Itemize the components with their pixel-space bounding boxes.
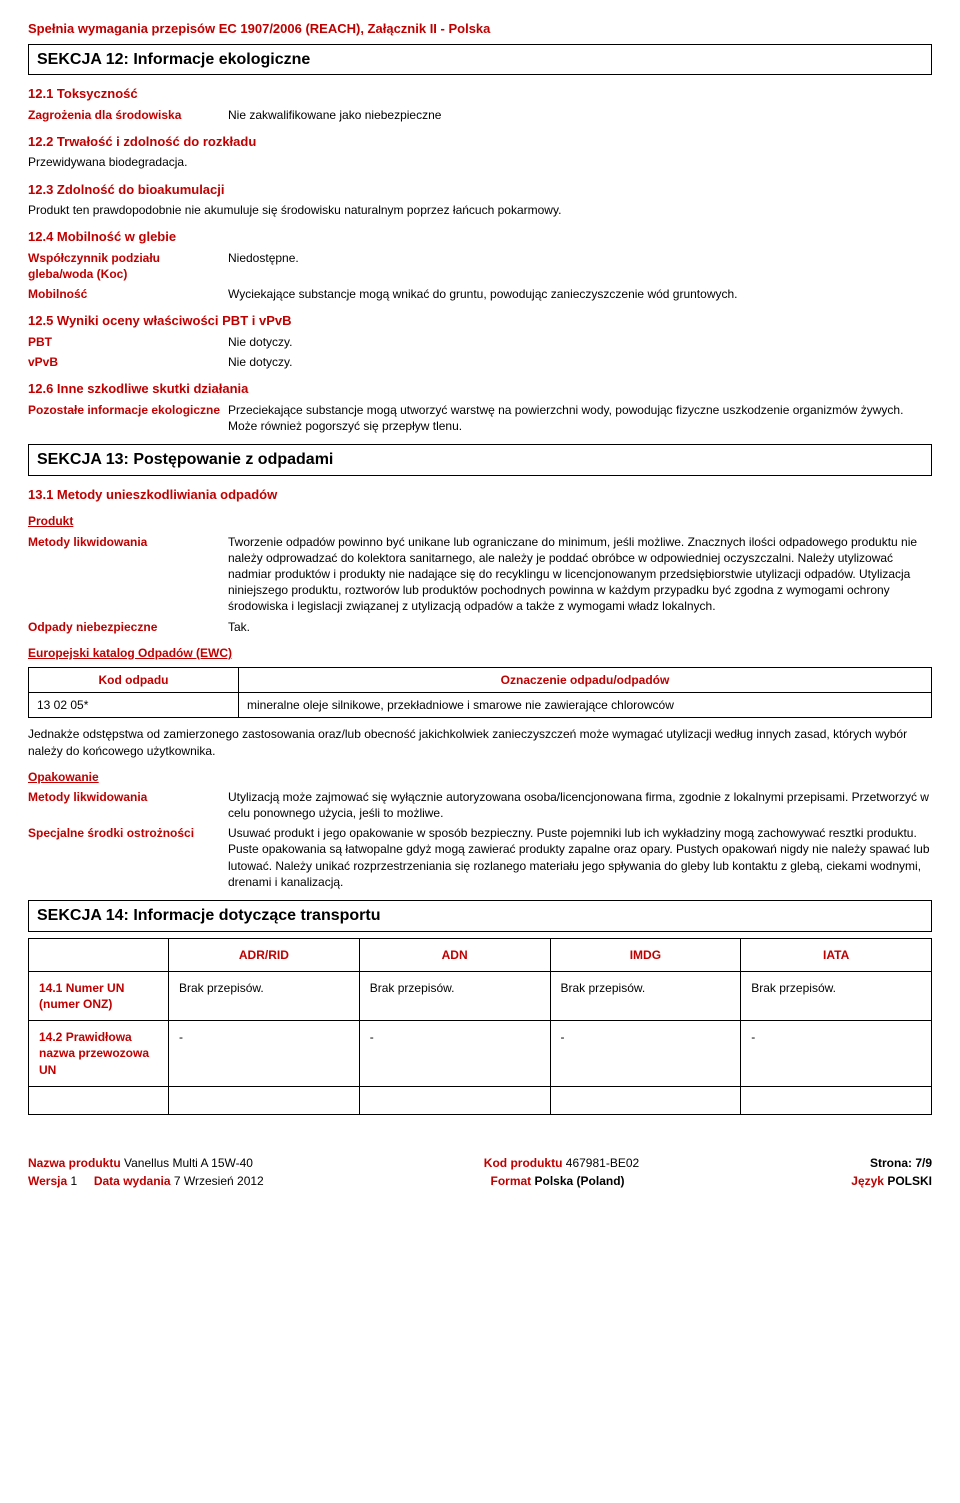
pack-disposal-label: Metody likwidowania [28,789,228,821]
env-hazard-value: Nie zakwalifikowane jako niebezpieczne [228,107,932,123]
ewc-table: Kod odpadu Oznaczenie odpadu/odpadów 13 … [28,667,932,718]
footer-format-label: Format [490,1174,531,1188]
packaging-subheader: Opakowanie [28,769,932,785]
transport-row-name: 14.2 Prawidłowa nazwa przewozowa UN - - … [29,1021,932,1087]
ewc-note: Jednakże odstępstwa od zamierzonego zast… [28,726,932,758]
bioacc-value: Produkt ten prawdopodobnie nie akumuluje… [28,202,932,218]
section-13-header: SEKCJA 13: Postępowanie z odpadami [28,444,932,476]
precaution-value: Usuwać produkt i jego opakowanie w sposó… [228,825,932,890]
row-14-2-adn: - [359,1021,550,1087]
vpvb-label: vPvB [28,354,228,370]
footer-code-value: 467981-BE02 [566,1156,639,1170]
hazwaste-label: Odpady niebezpieczne [28,619,228,635]
pack-disposal-value: Utylizacją może zajmować się wyłącznie a… [228,789,932,821]
other-eco-label: Pozostałe informacje ekologiczne [28,402,228,434]
row-14-1-imdg: Brak przepisów. [550,971,741,1020]
sub-12-2: 12.2 Trwałość i zdolność do rozkładu [28,133,932,151]
sub-12-4: 12.4 Mobilność w glebie [28,228,932,246]
ewc-col-desc: Oznaczenie odpadu/odpadów [239,667,932,692]
footer-code-label: Kod produktu [484,1156,563,1170]
transport-col-adn: ADN [359,938,550,971]
footer-lang-label: Język [851,1174,884,1188]
footer-format-value: Polska (Poland) [535,1174,625,1188]
sub-12-5: 12.5 Wyniki oceny właściwości PBT i vPvB [28,312,932,330]
row-14-1-iata: Brak przepisów. [741,971,932,1020]
row-14-1-label: 14.1 Numer UN (numer ONZ) [29,971,169,1020]
disposal-label: Metody likwidowania [28,534,228,615]
transport-row-empty [29,1086,932,1114]
footer-version-label: Wersja [28,1174,67,1188]
row-14-2-iata: - [741,1021,932,1087]
row-14-1-adn: Brak przepisów. [359,971,550,1020]
other-eco-value: Przeciekające substancje mogą utworzyć w… [228,402,932,434]
row-14-2-imdg: - [550,1021,741,1087]
mobility-value: Wyciekające substancje mogą wnikać do gr… [228,286,932,302]
transport-table: ADR/RID ADN IMDG IATA 14.1 Numer UN (num… [28,938,932,1115]
koc-value: Niedostępne. [228,250,932,282]
footer-name-value: Vanellus Multi A 15W-40 [124,1156,253,1170]
footer-date-value: 7 Wrzesień 2012 [174,1174,264,1188]
section-14-header: SEKCJA 14: Informacje dotyczące transpor… [28,900,932,932]
pbt-value: Nie dotyczy. [228,334,932,350]
transport-col-adr: ADR/RID [169,938,360,971]
product-subheader: Produkt [28,513,932,529]
ewc-desc: mineralne oleje silnikowe, przekładniowe… [239,693,932,718]
footer-version-value: 1 [70,1174,77,1188]
hazwaste-value: Tak. [228,619,932,635]
transport-col-iata: IATA [741,938,932,971]
sub-12-3: 12.3 Zdolność do bioakumulacji [28,181,932,199]
disposal-value: Tworzenie odpadów powinno być unikane lu… [228,534,932,615]
env-hazard-label: Zagrożenia dla środowiska [28,107,228,123]
sub-12-1: 12.1 Toksyczność [28,85,932,103]
sub-12-6: 12.6 Inne szkodliwe skutki działania [28,380,932,398]
section-14-title: SEKCJA 14: Informacje dotyczące transpor… [37,905,923,927]
persistence-value: Przewidywana biodegradacja. [28,154,932,170]
ewc-code: 13 02 05* [29,693,239,718]
mobility-label: Mobilność [28,286,228,302]
ewc-row: 13 02 05* mineralne oleje silnikowe, prz… [29,693,932,718]
footer-name-label: Nazwa produktu [28,1156,121,1170]
transport-col-imdg: IMDG [550,938,741,971]
row-14-2-label: 14.2 Prawidłowa nazwa przewozowa UN [29,1021,169,1087]
pbt-label: PBT [28,334,228,350]
vpvb-value: Nie dotyczy. [228,354,932,370]
transport-row-un: 14.1 Numer UN (numer ONZ) Brak przepisów… [29,971,932,1020]
footer-page: Strona: 7/9 [870,1155,932,1171]
transport-col-empty [29,938,169,971]
footer-date-label: Data wydania [94,1174,171,1188]
section-12-title: SEKCJA 12: Informacje ekologiczne [37,49,923,71]
precaution-label: Specjalne środki ostrożności [28,825,228,890]
section-12-header: SEKCJA 12: Informacje ekologiczne [28,44,932,76]
compliance-statement: Spełnia wymagania przepisów EC 1907/2006… [28,20,932,38]
section-13-title: SEKCJA 13: Postępowanie z odpadami [37,449,923,471]
row-14-2-adr: - [169,1021,360,1087]
ewc-col-code: Kod odpadu [29,667,239,692]
row-14-1-adr: Brak przepisów. [169,971,360,1020]
koc-label: Współczynnik podziału gleba/woda (Koc) [28,250,228,282]
page-footer: Nazwa produktu Vanellus Multi A 15W-40 K… [28,1155,932,1189]
footer-lang-value: POLSKI [887,1174,932,1188]
sub-13-1: 13.1 Metody unieszkodliwiania odpadów [28,486,932,504]
ewc-header: Europejski katalog Odpadów (EWC) [28,645,932,661]
